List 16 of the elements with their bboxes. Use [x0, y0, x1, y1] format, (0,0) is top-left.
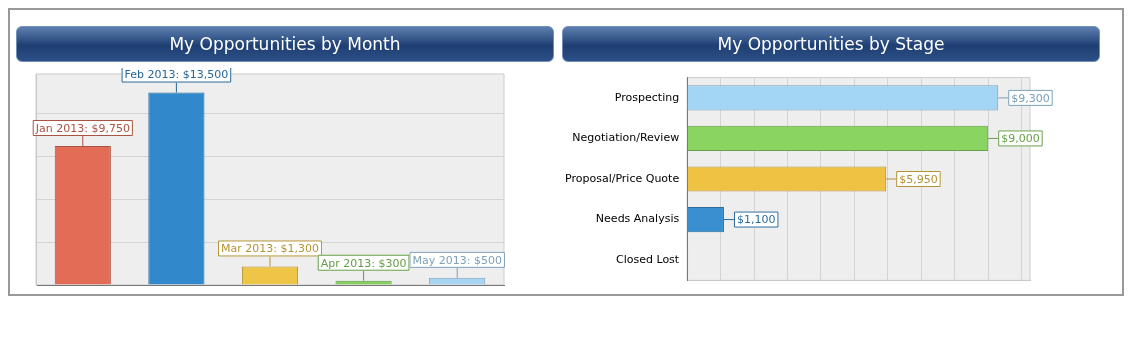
data-label: Feb 2013: $13,500: [124, 68, 229, 82]
y-tick-label: Negotiation/Review: [572, 131, 680, 145]
chart-title: My Opportunities by Stage: [562, 26, 1100, 62]
data-label: Apr 2013: $300: [320, 256, 407, 270]
y-tick-label: Closed Lost: [616, 252, 680, 266]
data-label: Jan 2013: $9,750: [34, 121, 130, 135]
data-label: $1,100: [736, 213, 776, 227]
data-label: Mar 2013: $1,300: [221, 242, 319, 256]
y-tick-label: Proposal/Price Quote: [565, 171, 680, 185]
data-label: $9,300: [1011, 91, 1050, 105]
data-label: May 2013: $500: [412, 253, 502, 267]
data-label: $9,000: [1001, 132, 1040, 146]
data-label: $5,950: [899, 172, 938, 186]
y-tick-label: Needs Analysis: [595, 212, 680, 226]
chart-title: My Opportunities by Month: [16, 26, 554, 62]
y-tick-label: Prospecting: [614, 90, 680, 104]
